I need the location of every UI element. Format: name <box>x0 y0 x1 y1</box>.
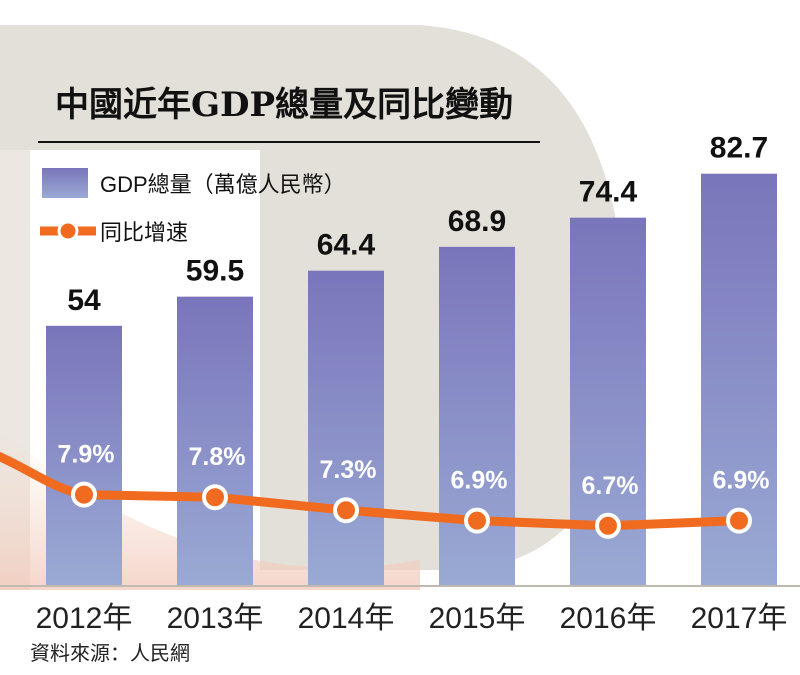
growth-marker <box>464 507 490 534</box>
source-note: 資料來源：人民網 <box>30 642 190 665</box>
x-tick-label: 2015年 <box>429 602 526 635</box>
growth-marker <box>726 507 752 534</box>
legend-line-marker <box>57 220 79 242</box>
growth-value-label: 6.9% <box>451 467 508 495</box>
gdp-value-label: 74.4 <box>579 176 638 209</box>
growth-value-label: 7.3% <box>320 456 377 484</box>
legend-line-label: 同比增速 <box>100 220 188 245</box>
growth-marker <box>333 497 359 524</box>
growth-line <box>0 451 744 531</box>
chart-title: 中國近年GDP總量及同比變動 <box>55 85 513 125</box>
legend-bar-swatch <box>42 168 88 198</box>
legend: GDP總量（萬億人民幣） 同比增速 <box>40 168 346 245</box>
gdp-bar-2014 <box>308 270 384 586</box>
bar-value-labels: 54 59.5 64.4 68.9 74.4 82.7 <box>67 132 768 317</box>
gdp-bar-2013 <box>177 296 253 586</box>
x-tick-label: 2013年 <box>167 602 264 635</box>
growth-value-label: 7.9% <box>58 441 115 469</box>
gdp-value-label: 59.5 <box>186 255 244 288</box>
growth-value-label: 6.9% <box>713 467 770 495</box>
gdp-value-label: 82.7 <box>710 132 768 165</box>
x-axis-labels: 2012年 2013年 2014年 2015年 2016年 2017年 <box>36 602 788 635</box>
x-tick-label: 2012年 <box>36 602 133 635</box>
x-tick-label: 2017年 <box>691 602 788 635</box>
growth-line-series <box>0 451 752 539</box>
growth-marker <box>595 512 621 539</box>
growth-value-label: 7.8% <box>189 443 246 471</box>
x-tick-label: 2016年 <box>560 602 657 635</box>
legend-bar-label: GDP總量（萬億人民幣） <box>100 172 346 197</box>
growth-value-label: 6.7% <box>582 472 639 500</box>
bar-series <box>46 173 777 586</box>
growth-value-labels: 7.9% 7.8% 7.3% 6.9% 6.7% 6.9% <box>58 441 770 500</box>
x-tick-label: 2014年 <box>298 602 395 635</box>
gdp-value-label: 68.9 <box>448 205 506 238</box>
gdp-value-label: 54 <box>67 284 101 317</box>
gdp-bar-2012 <box>46 325 122 586</box>
gdp-bar-2015 <box>439 246 515 586</box>
growth-marker <box>71 481 97 508</box>
growth-marker <box>202 484 228 511</box>
gdp-value-label: 64.4 <box>317 229 376 262</box>
